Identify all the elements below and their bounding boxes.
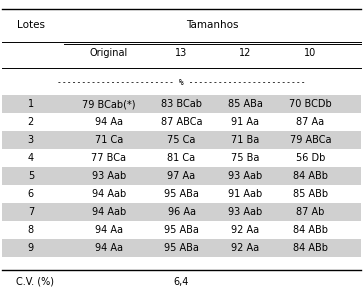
Bar <box>2 239 361 257</box>
Text: 4: 4 <box>28 153 34 163</box>
Text: 87 Aa: 87 Aa <box>296 117 325 127</box>
Text: Original: Original <box>90 49 128 58</box>
Text: 87 Ab: 87 Ab <box>296 207 325 217</box>
Text: 85 ABb: 85 ABb <box>293 189 328 199</box>
Text: 84 ABb: 84 ABb <box>293 243 328 253</box>
Text: 95 ABa: 95 ABa <box>164 225 199 235</box>
Text: 75 Ca: 75 Ca <box>167 135 196 145</box>
Text: 93 Aab: 93 Aab <box>92 171 126 181</box>
Text: 70 BCDb: 70 BCDb <box>289 99 332 109</box>
Text: 8: 8 <box>28 225 34 235</box>
Text: 77 BCa: 77 BCa <box>91 153 126 163</box>
Text: 95 ABa: 95 ABa <box>164 189 199 199</box>
Text: 12: 12 <box>239 49 251 58</box>
Text: 94 Aa: 94 Aa <box>95 225 123 235</box>
Text: ------------------------ % ------------------------: ------------------------ % -------------… <box>57 78 306 87</box>
Text: 71 Ca: 71 Ca <box>95 135 123 145</box>
Text: 71 Ba: 71 Ba <box>231 135 259 145</box>
Text: 81 Ca: 81 Ca <box>167 153 196 163</box>
Text: 79 ABCa: 79 ABCa <box>290 135 331 145</box>
Text: 85 ABa: 85 ABa <box>228 99 262 109</box>
Text: 83 BCab: 83 BCab <box>161 99 202 109</box>
Bar <box>2 203 361 221</box>
Text: 94 Aa: 94 Aa <box>95 117 123 127</box>
Text: 3: 3 <box>28 135 34 145</box>
Text: 92 Aa: 92 Aa <box>231 225 259 235</box>
Text: 7: 7 <box>28 207 34 217</box>
Bar <box>2 131 361 149</box>
Text: 93 Aab: 93 Aab <box>228 207 262 217</box>
Bar <box>2 95 361 113</box>
Text: 94 Aa: 94 Aa <box>95 243 123 253</box>
Text: 87 ABCa: 87 ABCa <box>161 117 202 127</box>
Bar <box>2 167 361 185</box>
Text: Tamanhos: Tamanhos <box>186 20 238 30</box>
Text: 94 Aab: 94 Aab <box>92 189 126 199</box>
Text: 13: 13 <box>175 49 188 58</box>
Text: Lotes: Lotes <box>17 20 45 30</box>
Text: 84 ABb: 84 ABb <box>293 225 328 235</box>
Text: 96 Aa: 96 Aa <box>167 207 196 217</box>
Text: 6: 6 <box>28 189 34 199</box>
Text: 84 ABb: 84 ABb <box>293 171 328 181</box>
Text: 2: 2 <box>28 117 34 127</box>
Text: 5: 5 <box>28 171 34 181</box>
Text: C.V. (%): C.V. (%) <box>16 277 54 287</box>
Text: 94 Aab: 94 Aab <box>92 207 126 217</box>
Text: 93 Aab: 93 Aab <box>228 171 262 181</box>
Text: 91 Aab: 91 Aab <box>228 189 262 199</box>
Text: 75 Ba: 75 Ba <box>231 153 259 163</box>
Text: 10: 10 <box>304 49 317 58</box>
Text: 6,4: 6,4 <box>174 277 189 287</box>
Text: 91 Aa: 91 Aa <box>231 117 259 127</box>
Text: 79 BCab(*): 79 BCab(*) <box>82 99 136 109</box>
Text: 9: 9 <box>28 243 34 253</box>
Text: 92 Aa: 92 Aa <box>231 243 259 253</box>
Text: 97 Aa: 97 Aa <box>167 171 196 181</box>
Text: 95 ABa: 95 ABa <box>164 243 199 253</box>
Text: 56 Db: 56 Db <box>296 153 325 163</box>
Text: 1: 1 <box>28 99 34 109</box>
